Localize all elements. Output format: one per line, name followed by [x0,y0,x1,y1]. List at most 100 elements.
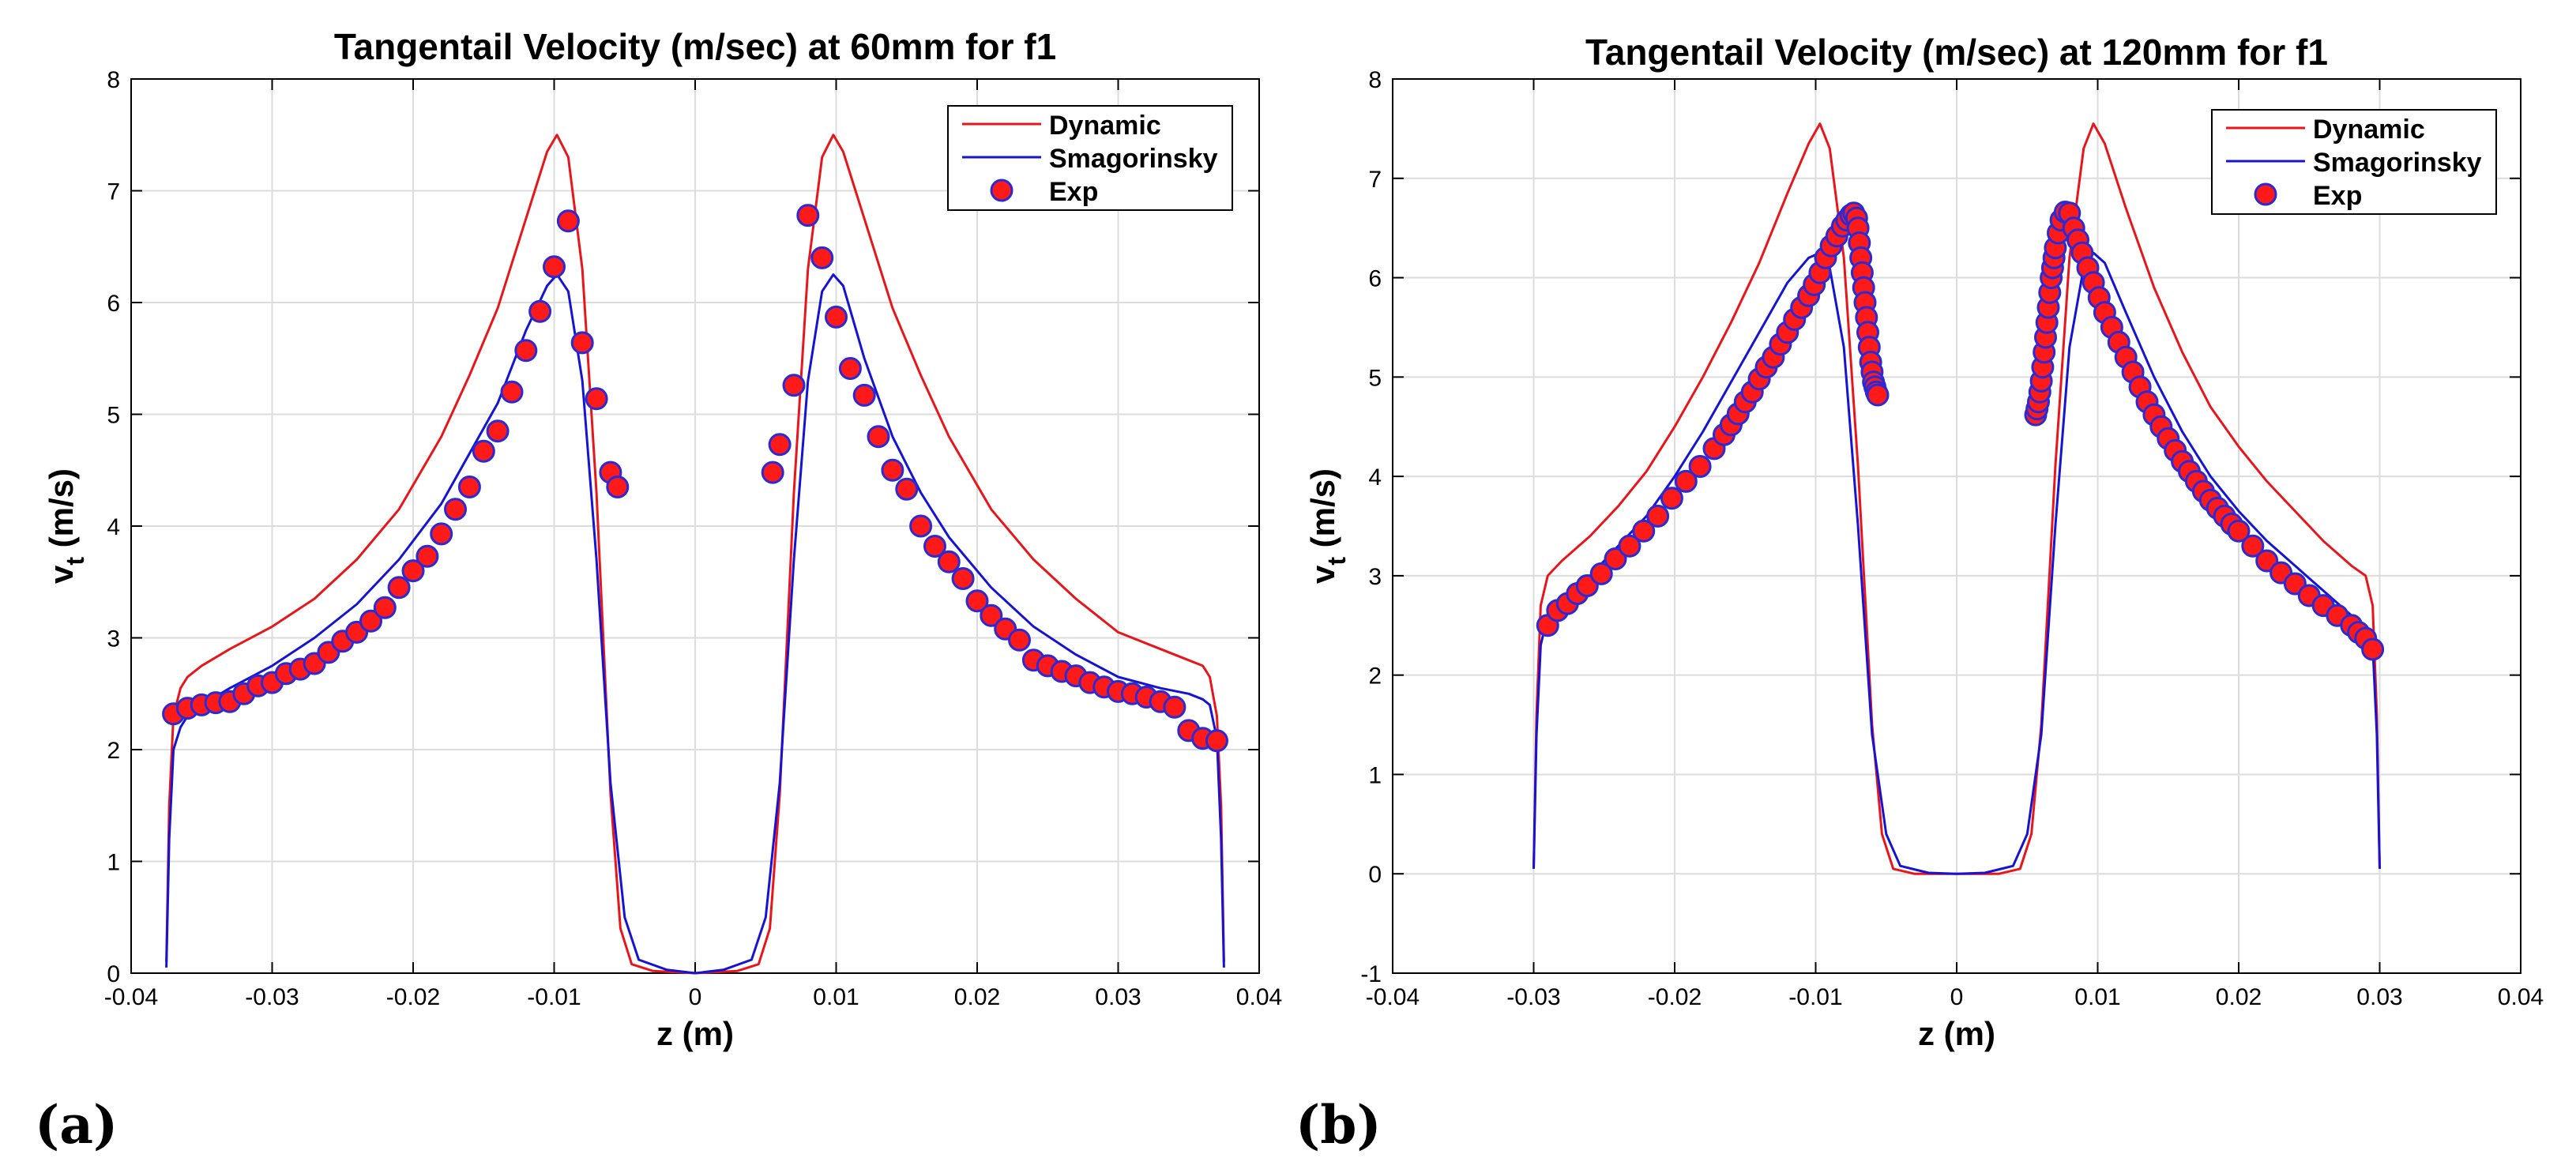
chart-a-exp-point [1008,628,1031,652]
chart-a-ytick-label: 5 [107,403,120,429]
chart-a-exp-point [838,357,862,380]
chart-b-exp-point [1674,469,1698,493]
chart-a-legend-smagorinsky: Smagorinsky [1049,144,1218,174]
chart-b-exp-point [1618,534,1641,558]
chart-b-legend-dynamic: Dynamic [2313,115,2425,145]
chart-a-title: Tangentail Velocity (m/sec) at 60mm for … [334,26,1056,67]
chart-a-exp-point [486,419,510,443]
chart-a-exp-point [472,439,495,463]
chart-b-exp-point [2241,534,2265,558]
chart-a-xtick-label: -0.03 [245,984,299,1010]
chart-b-xtick-label: 0.04 [2498,984,2544,1010]
chart-b: -0.04 -0.03 -0.02 -0.01 0 0.01 0.02 0.03 0.04 -1 0… [1304,32,2544,1052]
chart-a-exp-point [359,609,382,633]
chart-a-exp-point [1163,695,1186,719]
chart-a-exp-point [761,461,784,484]
chart-b-ylabel-unit: (m/s) [1304,468,1341,557]
chart-a-ytick-label: 2 [107,738,120,764]
chart-a-exp-point [810,246,834,269]
chart-b-legend: Dynamic Smagorinsky Exp [2211,109,2497,215]
chart-b-ytick-label: 7 [1368,167,1382,193]
chart-a-ytick-label: 8 [107,67,120,93]
chart-b-ytick-label: 6 [1368,266,1382,292]
panel-label-b: (b) [1296,1094,1382,1156]
chart-a-ylabel-sub: t [61,557,89,566]
chart-a-exp-point [556,209,580,233]
chart-b-exp-point [2361,637,2385,661]
chart-a-ytick-label: 0 [107,961,120,987]
chart-b-ytick-label: 0 [1368,862,1382,888]
chart-b-series-smagorinsky [1532,251,2381,875]
chart-a-exp-point [782,374,806,397]
chart-a-ylabel-unit: (m/s) [43,468,80,557]
chart-a-exp-point [585,387,608,411]
chart-b-ytick-label: 3 [1368,564,1382,590]
chart-a-xtick-label: 0.04 [1236,984,1282,1010]
chart-b-ytick-label: 4 [1368,464,1382,491]
chart-a-exp-point [570,331,594,355]
chart-a-ylabel-main: v [43,565,80,584]
chart-a-xtick-label: -0.04 [104,984,158,1010]
chart-a-exp-point [416,544,439,568]
chart-b-legend-exp: Exp [2313,181,2362,211]
chart-a-legend: Dynamic Smagorinsky Exp [947,105,1233,211]
chart-a-ylabel: vt (m/s) [43,468,89,584]
chart-b-xtick-label: -0.01 [1788,984,1842,1010]
chart-b-ylabel: vt (m/s) [1304,468,1351,584]
chart-a-xlabel: z (m) [656,1015,734,1052]
chart-a-exp-point [937,550,961,573]
chart-b-xtick-label: -0.02 [1648,984,1702,1010]
chart-b-ylabel-main: v [1304,565,1341,584]
chart-b-title: Tangentail Velocity (m/sec) at 120mm for… [1585,32,2328,73]
chart-a-exp-point [768,433,792,457]
chart-b-ytick-label: -1 [1360,961,1382,987]
chart-a-exp-point [796,204,820,227]
chart-a-exp-point [923,535,946,558]
chart-b-exp-point [1688,455,1712,478]
chart-b-xlabel: z (m) [1918,1015,1995,1052]
chart-b-ytick-label: 5 [1368,365,1382,391]
chart-a-ytick-label: 3 [107,626,120,652]
chart-a-legend-exp-marker [990,179,1013,202]
chart-b-legend-smagorinsky: Smagorinsky [2313,148,2482,178]
chart-a-xtick-label: 0.03 [1095,984,1141,1010]
chart-a-series-smagorinsky [165,273,1225,975]
chart-b-ytick-label: 2 [1368,664,1382,690]
chart-a-xtick-label: -0.02 [386,984,440,1010]
chart-a-ytick-label: 1 [107,850,120,876]
chart-a-xtick-label: 0 [689,984,702,1010]
chart-a-exp-point [373,596,397,619]
chart-a-exp-point [430,522,453,546]
chart-a-exp-point [852,383,876,407]
chart-a: -0.04 -0.03 -0.02 -0.01 0 0.01 0.02 0.03 0.04 0 1 2… [43,26,1282,1052]
chart-a-xtick-label: 0.01 [813,984,859,1010]
chart-b-exp-point [1632,519,1656,543]
panel-label-a: (a) [35,1094,118,1156]
svg-text:vt (m/s): vt (m/s) [43,468,89,584]
chart-a-ytick-label: 4 [107,514,120,540]
chart-b-xtick-label: -0.03 [1506,984,1560,1010]
chart-a-exp-point [543,255,566,279]
chart-b-xtick-label: 0.01 [2074,984,2120,1010]
chart-a-exp-point [980,603,1003,627]
chart-a-exp-point [909,514,933,538]
chart-a-exp-point [606,476,630,498]
chart-a-exp-point [1205,729,1228,753]
chart-a-exp-point [514,339,538,363]
chart-a-exp-point [895,477,919,501]
chart-b-ylabel-sub: t [1322,557,1351,566]
chart-b-exp-point [1604,547,1627,570]
chart-b-xtick-label: 0.02 [2216,984,2262,1010]
chart-b-xtick-label: -0.04 [1366,984,1420,1010]
chart-b-exp-point [1866,383,1890,407]
chart-a-xtick-label: 0.02 [954,984,1000,1010]
chart-a-exp-point [881,458,904,482]
chart-a-exp-point [401,559,425,583]
chart-b-xtick-label: 0 [1950,984,1964,1010]
chart-a-exp-point [867,425,890,449]
chart-a-xtick-label: -0.01 [527,984,581,1010]
chart-b-exp-point [1660,487,1683,510]
chart-b-exp-point [2227,519,2251,543]
chart-a-legend-exp: Exp [1049,177,1098,207]
